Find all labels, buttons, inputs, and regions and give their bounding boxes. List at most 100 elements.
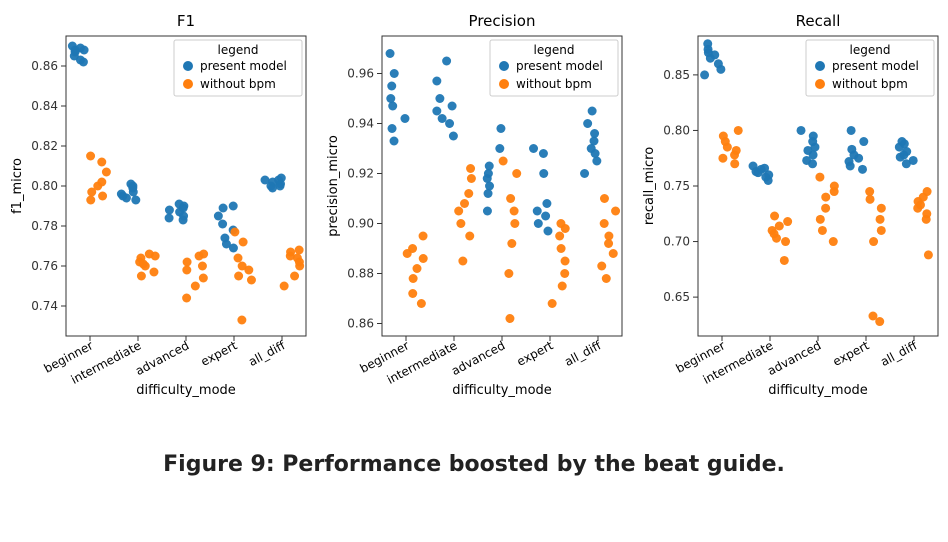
data-point <box>815 173 824 182</box>
data-point <box>388 102 397 111</box>
data-point <box>86 196 95 205</box>
data-point <box>118 192 127 201</box>
x-axis-label: difficulty_mode <box>452 383 552 398</box>
figure-caption: Figure 9: Performance boosted by the bea… <box>0 452 948 477</box>
data-point <box>924 250 933 259</box>
data-point <box>539 149 548 158</box>
data-point <box>483 207 492 216</box>
data-point <box>175 200 184 209</box>
legend-marker <box>815 79 825 89</box>
data-point <box>435 94 444 103</box>
ytick-label: 0.92 <box>347 167 374 181</box>
data-point <box>219 204 228 213</box>
data-point <box>419 232 428 241</box>
data-point <box>247 276 256 285</box>
data-point <box>408 244 417 253</box>
data-point <box>466 164 475 173</box>
data-point <box>719 132 728 141</box>
data-point <box>505 314 514 323</box>
data-point <box>602 274 611 283</box>
data-point <box>499 157 508 166</box>
data-point <box>588 107 597 116</box>
ytick-label: 0.86 <box>347 317 374 331</box>
xtick-label: expert <box>830 338 871 369</box>
data-point <box>467 174 476 183</box>
data-point <box>510 219 519 228</box>
data-point <box>600 219 609 228</box>
panel-f1-svg: F10.740.760.780.800.820.840.86f1_microbe… <box>6 6 316 426</box>
data-point <box>775 222 784 231</box>
ytick-label: 0.82 <box>31 139 58 153</box>
data-point <box>797 126 806 135</box>
data-point <box>609 249 618 258</box>
data-point <box>877 204 886 213</box>
data-point <box>847 126 856 135</box>
data-point <box>449 132 458 141</box>
data-point <box>922 209 931 218</box>
data-point <box>558 282 567 291</box>
ytick-label: 0.70 <box>663 235 690 249</box>
data-point <box>277 174 286 183</box>
data-point <box>183 258 192 267</box>
data-point <box>419 254 428 263</box>
ytick-label: 0.78 <box>31 219 58 233</box>
data-point <box>600 194 609 203</box>
data-point <box>417 299 426 308</box>
data-point <box>199 250 208 259</box>
xtick-label: all_diff <box>878 338 920 369</box>
ytick-label: 0.74 <box>31 299 58 313</box>
data-point <box>718 154 727 163</box>
xtick-label: expert <box>514 338 555 369</box>
data-point <box>533 207 542 216</box>
panel-title: Recall <box>796 12 841 30</box>
y-axis-label: recall_micro <box>642 147 657 225</box>
data-point <box>295 246 304 255</box>
data-point <box>214 212 223 221</box>
data-point <box>821 204 830 213</box>
data-point <box>388 124 397 133</box>
x-axis-label: difficulty_mode <box>768 383 868 398</box>
data-point <box>749 162 758 171</box>
data-point <box>923 187 932 196</box>
data-point <box>781 237 790 246</box>
data-point <box>611 207 620 216</box>
data-point <box>557 244 566 253</box>
data-point <box>413 264 422 273</box>
data-point <box>387 82 396 91</box>
data-point <box>556 219 565 228</box>
data-point <box>145 250 154 259</box>
data-point <box>809 132 818 141</box>
legend-marker <box>499 79 509 89</box>
data-point <box>555 232 564 241</box>
data-point <box>529 144 538 153</box>
data-point <box>102 168 111 177</box>
figure-container: F10.740.760.780.800.820.840.86f1_microbe… <box>0 0 948 542</box>
data-point <box>597 262 606 271</box>
data-point <box>182 266 191 275</box>
data-point <box>703 39 712 48</box>
ytick-label: 0.80 <box>663 123 690 137</box>
data-point <box>583 119 592 128</box>
data-point <box>485 162 494 171</box>
data-point <box>198 262 207 271</box>
data-point <box>238 262 247 271</box>
data-point <box>561 257 570 266</box>
data-point <box>534 219 543 228</box>
data-point <box>732 146 741 155</box>
xtick-label: all_diff <box>246 338 288 369</box>
data-point <box>432 77 441 86</box>
data-point <box>868 312 877 321</box>
data-point <box>408 289 417 298</box>
data-point <box>818 226 827 235</box>
data-point <box>464 189 473 198</box>
data-point <box>261 176 270 185</box>
data-point <box>897 137 906 146</box>
data-point <box>580 169 589 178</box>
data-point <box>290 272 299 281</box>
data-point <box>780 256 789 265</box>
data-point <box>136 254 145 263</box>
data-point <box>191 282 200 291</box>
y-axis-label: precision_micro <box>326 135 341 237</box>
data-point <box>829 237 838 246</box>
data-point <box>877 226 886 235</box>
